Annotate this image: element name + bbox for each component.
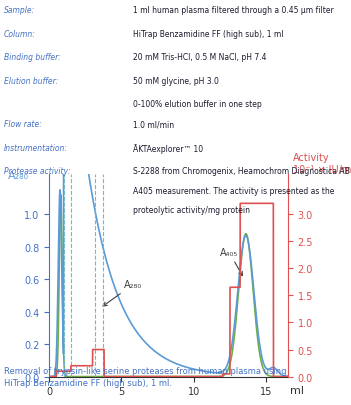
Text: ĀKTAexplorer™ 10: ĀKTAexplorer™ 10 xyxy=(133,143,204,153)
Text: Elution buffer:: Elution buffer: xyxy=(4,77,58,85)
Text: 20 mM Tris-HCl, 0.5 M NaCl, pH 7.4: 20 mM Tris-HCl, 0.5 M NaCl, pH 7.4 xyxy=(133,53,267,62)
X-axis label: ml: ml xyxy=(290,385,304,395)
Text: 1 ml human plasma filtered through a 0.45 μm filter: 1 ml human plasma filtered through a 0.4… xyxy=(133,6,334,15)
Text: 0-100% elution buffer in one step: 0-100% elution buffer in one step xyxy=(133,100,262,109)
Text: A405 measurement. The activity is presented as the: A405 measurement. The activity is presen… xyxy=(133,186,335,195)
Text: S-2288 from Chromogenix, Heamochrom Diagnostica AB: S-2288 from Chromogenix, Heamochrom Diag… xyxy=(133,167,350,176)
Text: Binding buffer:: Binding buffer: xyxy=(4,53,60,62)
Y-axis label: Activity
10⁻¹ × IU/mg: Activity 10⁻¹ × IU/mg xyxy=(293,153,351,174)
Text: Instrumentation:: Instrumentation: xyxy=(4,143,67,152)
Y-axis label: A₂₈₀: A₂₈₀ xyxy=(8,170,29,180)
Text: A₂₈₀: A₂₈₀ xyxy=(103,279,143,306)
Text: 50 mM glycine, pH 3.0: 50 mM glycine, pH 3.0 xyxy=(133,77,219,85)
Text: Flow rate:: Flow rate: xyxy=(4,120,41,129)
Text: Sample:: Sample: xyxy=(4,6,35,15)
Text: Removal of trypsin-like serine proteases from human plasma using
HiTrap Benzamid: Removal of trypsin-like serine proteases… xyxy=(4,366,286,387)
Text: proteolytic activity/mg protein: proteolytic activity/mg protein xyxy=(133,206,250,215)
Text: A₄₀₅: A₄₀₅ xyxy=(220,247,243,276)
Text: HiTrap Benzamidine FF (high sub), 1 ml: HiTrap Benzamidine FF (high sub), 1 ml xyxy=(133,30,284,38)
Text: Column:: Column: xyxy=(4,30,35,38)
Text: Protease activity:: Protease activity: xyxy=(4,167,70,176)
Text: 1.0 ml/min: 1.0 ml/min xyxy=(133,120,174,129)
